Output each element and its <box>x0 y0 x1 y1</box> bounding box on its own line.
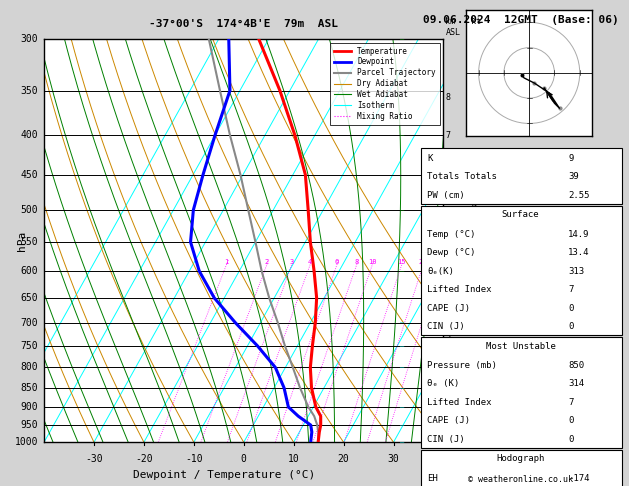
Text: 7: 7 <box>568 285 574 294</box>
Text: 5: 5 <box>445 231 450 240</box>
Text: 2: 2 <box>264 260 269 265</box>
Text: LCL: LCL <box>445 431 460 440</box>
Text: —: — <box>401 320 404 326</box>
Text: Lifted Index: Lifted Index <box>427 398 492 407</box>
Text: Pressure (mb): Pressure (mb) <box>427 361 497 370</box>
Text: 1000: 1000 <box>14 437 38 447</box>
Text: —: — <box>401 385 404 391</box>
Text: 3: 3 <box>445 332 450 341</box>
Text: Mixing Ratio (g/kg): Mixing Ratio (g/kg) <box>471 193 480 288</box>
Text: 0: 0 <box>241 454 247 464</box>
Text: K: K <box>427 154 433 163</box>
Text: 3: 3 <box>289 260 294 265</box>
Text: 550: 550 <box>20 237 38 247</box>
Text: 2: 2 <box>445 383 450 392</box>
Text: 500: 500 <box>20 205 38 215</box>
Text: 700: 700 <box>20 318 38 328</box>
Text: —: — <box>401 132 404 138</box>
Text: 40: 40 <box>438 454 449 464</box>
Text: 6: 6 <box>445 181 450 190</box>
Text: 850: 850 <box>568 361 584 370</box>
Text: -30: -30 <box>85 454 103 464</box>
Text: 39: 39 <box>568 173 579 181</box>
Text: 0: 0 <box>568 417 574 425</box>
Text: 4: 4 <box>308 260 312 265</box>
Text: 300: 300 <box>20 34 38 44</box>
Bar <box>421 206 623 335</box>
Text: —: — <box>401 343 404 349</box>
Text: 650: 650 <box>20 293 38 303</box>
Legend: Temperature, Dewpoint, Parcel Trajectory, Dry Adiabat, Wet Adiabat, Isotherm, Mi: Temperature, Dewpoint, Parcel Trajectory… <box>330 43 440 125</box>
Text: θₑ (K): θₑ (K) <box>427 380 459 388</box>
Text: 8: 8 <box>445 93 450 102</box>
Text: -174: -174 <box>568 474 590 483</box>
Text: 20: 20 <box>419 260 427 265</box>
Text: 15: 15 <box>397 260 406 265</box>
Text: 0: 0 <box>568 304 574 312</box>
Text: 1: 1 <box>445 420 450 430</box>
Text: CAPE (J): CAPE (J) <box>427 417 470 425</box>
Text: —: — <box>401 364 404 370</box>
Text: Most Unstable: Most Unstable <box>486 342 555 350</box>
Text: 09.06.2024  12GMT  (Base: 06): 09.06.2024 12GMT (Base: 06) <box>423 15 618 25</box>
Text: 1: 1 <box>224 260 228 265</box>
Text: km
ASL: km ASL <box>445 17 460 37</box>
Text: 9: 9 <box>568 154 574 163</box>
Text: CAPE (J): CAPE (J) <box>427 304 470 312</box>
Text: Hodograph: Hodograph <box>496 454 545 463</box>
Text: 600: 600 <box>20 266 38 276</box>
Text: 313: 313 <box>568 267 584 276</box>
Text: EH: EH <box>427 474 438 483</box>
Bar <box>421 450 623 486</box>
Text: 6: 6 <box>335 260 339 265</box>
Text: Temp (°C): Temp (°C) <box>427 230 476 239</box>
Text: —: — <box>401 268 404 274</box>
Text: -20: -20 <box>135 454 153 464</box>
Text: -37°00'S  174°4B'E  79m  ASL: -37°00'S 174°4B'E 79m ASL <box>149 19 338 29</box>
Text: 10: 10 <box>288 454 299 464</box>
Bar <box>421 337 623 448</box>
Text: 25: 25 <box>436 260 444 265</box>
Text: 14.9: 14.9 <box>568 230 590 239</box>
Text: 800: 800 <box>20 363 38 372</box>
Text: 20: 20 <box>338 454 350 464</box>
Bar <box>421 148 623 204</box>
Text: hPa: hPa <box>17 230 27 251</box>
Text: —: — <box>401 404 404 410</box>
Text: θₑ(K): θₑ(K) <box>427 267 454 276</box>
Text: 450: 450 <box>20 170 38 180</box>
Text: 750: 750 <box>20 341 38 351</box>
Text: Surface: Surface <box>502 210 539 219</box>
Text: 7: 7 <box>568 398 574 407</box>
Text: -10: -10 <box>185 454 203 464</box>
Text: 950: 950 <box>20 420 38 430</box>
Text: CIN (J): CIN (J) <box>427 435 465 444</box>
Text: 900: 900 <box>20 402 38 412</box>
Text: 13.4: 13.4 <box>568 248 590 257</box>
Text: —: — <box>401 439 404 445</box>
Text: 400: 400 <box>20 130 38 140</box>
Text: © weatheronline.co.uk: © weatheronline.co.uk <box>468 474 573 484</box>
Text: 0: 0 <box>568 435 574 444</box>
Text: 0: 0 <box>568 322 574 331</box>
Text: CIN (J): CIN (J) <box>427 322 465 331</box>
Text: 350: 350 <box>20 86 38 96</box>
Text: 850: 850 <box>20 383 38 393</box>
Text: Lifted Index: Lifted Index <box>427 285 492 294</box>
Text: 10: 10 <box>368 260 376 265</box>
Text: 7: 7 <box>445 131 450 140</box>
Text: —: — <box>401 422 404 428</box>
Text: 8: 8 <box>354 260 359 265</box>
Text: 314: 314 <box>568 380 584 388</box>
Text: PW (cm): PW (cm) <box>427 191 465 200</box>
Text: —: — <box>401 207 404 213</box>
Text: 2.55: 2.55 <box>568 191 590 200</box>
Text: Dewpoint / Temperature (°C): Dewpoint / Temperature (°C) <box>133 470 315 481</box>
Text: Totals Totals: Totals Totals <box>427 173 497 181</box>
Text: Dewp (°C): Dewp (°C) <box>427 248 476 257</box>
Text: 30: 30 <box>387 454 399 464</box>
Text: 4: 4 <box>445 278 450 287</box>
Text: —: — <box>401 36 404 42</box>
